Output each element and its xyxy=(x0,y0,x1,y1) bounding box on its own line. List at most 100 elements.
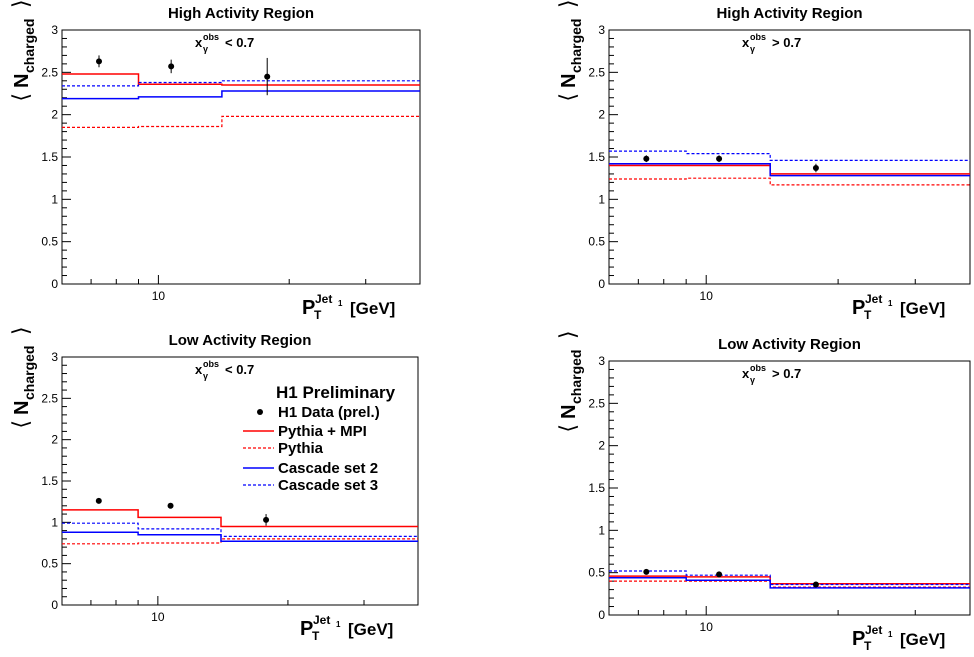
data-point xyxy=(812,581,819,588)
plot-frame xyxy=(608,29,971,285)
cut-label-main: x xyxy=(195,35,203,50)
cut-label-sub: γ xyxy=(750,44,755,54)
series-cascade-set-2 xyxy=(62,531,418,543)
y-tick-label: 1 xyxy=(598,192,605,206)
y-tick-label: 0.5 xyxy=(588,235,605,249)
legend-symbol xyxy=(257,409,263,415)
cut-label-sup: obs xyxy=(750,363,766,373)
y-axis-label-close: ⟩ xyxy=(555,330,580,339)
y-tick-label: 3 xyxy=(598,354,605,368)
series-cascade-set-2 xyxy=(609,576,970,589)
y-tick-label: 2 xyxy=(51,433,58,447)
y-axis-label-sub: charged xyxy=(568,19,584,73)
y-tick-label: 1 xyxy=(598,523,605,537)
x-axis-label-supsub: 1 xyxy=(336,620,341,629)
y-axis-label-main: N xyxy=(558,74,580,88)
y-tick-label: 2.5 xyxy=(41,65,58,79)
chart-panel-3: Low Activity Region 0 0.5 1 1.5 2 2.5 3 10 PT Jet 1… xyxy=(8,326,419,643)
cut-label-sub: γ xyxy=(203,371,208,381)
series-pythia-mpi xyxy=(609,575,970,585)
y-tick-label: 3 xyxy=(598,23,605,37)
x-axis-label: PT Jet 1 [GeV] xyxy=(302,292,395,322)
x-axis-label-unit: [GeV] xyxy=(350,299,395,318)
legend-title: H1 Preliminary xyxy=(276,383,396,402)
legend-entry-label: H1 Data (prel.) xyxy=(278,404,380,421)
cut-label: x obs γ < 0.7 xyxy=(195,32,254,54)
cut-label-sup: obs xyxy=(203,359,219,369)
x-axis-label-sub: T xyxy=(314,308,322,322)
x-tick-label: 10 xyxy=(152,289,166,303)
cut-label-main: x xyxy=(195,362,203,377)
y-axis-label-close: ⟩ xyxy=(8,0,33,8)
x-axis-label-main: P xyxy=(302,297,315,319)
data-point xyxy=(643,155,650,162)
x-tick-label: 10 xyxy=(700,289,714,303)
y-axis-label-open: ⟨ xyxy=(555,424,580,433)
series-pythia xyxy=(62,115,420,128)
y-axis-label-open: ⟨ xyxy=(555,93,580,102)
x-axis-label: PT Jet 1 [GeV] xyxy=(852,292,945,322)
chart-title: Low Activity Region xyxy=(169,332,312,349)
y-tick-label: 2 xyxy=(598,439,605,453)
data-point xyxy=(812,165,819,172)
y-tick-label: 1.5 xyxy=(41,150,58,164)
series-pythia-mpi xyxy=(62,73,420,86)
chart-panel-1: High Activity Region 0 0.5 1 1.5 2 2.5 3 10 PT Jet… xyxy=(8,0,421,322)
legend-entry-label: Pythia + MPI xyxy=(278,423,367,440)
y-tick-label: 1.5 xyxy=(41,474,58,488)
x-axis-label: PT Jet 1 [GeV] xyxy=(852,623,945,653)
x-axis-label-sup: Jet xyxy=(865,623,882,637)
cut-label: x obs γ < 0.7 xyxy=(195,359,254,381)
y-axis-label-main: N xyxy=(11,74,33,88)
cut-label-sub: γ xyxy=(750,375,755,385)
y-axis-label-sub: charged xyxy=(21,346,37,400)
y-tick-label: 0 xyxy=(51,277,58,291)
y-tick-label: 0.5 xyxy=(41,557,58,571)
data-point xyxy=(168,63,175,70)
cut-label-sup: obs xyxy=(203,32,219,42)
x-axis-label-supsub: 1 xyxy=(338,299,343,308)
series-cascade-set-2 xyxy=(609,163,970,177)
cut-label-rel: > 0.7 xyxy=(772,366,801,381)
y-tick-label: 1.5 xyxy=(588,481,605,495)
chart-title: High Activity Region xyxy=(168,5,314,22)
x-axis-label-unit: [GeV] xyxy=(900,299,945,318)
chart-title: High Activity Region xyxy=(716,5,862,22)
legend-marker xyxy=(257,409,263,415)
y-tick-label: 2.5 xyxy=(41,391,58,405)
legend-entry-label: Pythia xyxy=(278,440,324,457)
plot-frame xyxy=(61,29,421,285)
y-axis-label-close: ⟩ xyxy=(555,0,580,8)
x-axis-label-unit: [GeV] xyxy=(348,620,393,639)
x-axis-label-main: P xyxy=(300,618,313,640)
data-point xyxy=(96,58,103,65)
x-axis-label-supsub: 1 xyxy=(888,299,893,308)
series-pythia xyxy=(62,538,418,545)
y-tick-label: 2 xyxy=(51,108,58,122)
x-axis-label-unit: [GeV] xyxy=(900,630,945,649)
x-axis-label-sup: Jet xyxy=(865,292,882,306)
x-axis-label-main: P xyxy=(852,628,865,650)
y-tick-label: 0 xyxy=(598,277,605,291)
x-axis-label-sub: T xyxy=(864,639,872,652)
legend-entry-label: Cascade set 2 xyxy=(278,460,378,477)
x-axis-label-sub: T xyxy=(864,308,872,322)
data-point xyxy=(716,155,723,162)
data-point xyxy=(643,568,650,575)
x-axis-label-sup: Jet xyxy=(313,613,330,627)
cut-label-rel: > 0.7 xyxy=(772,35,801,50)
x-axis-label-supsub: 1 xyxy=(888,630,893,639)
x-axis-label-main: P xyxy=(852,297,865,319)
legend-entry-label: Cascade set 3 xyxy=(278,477,378,494)
series-cascade-set-3 xyxy=(62,522,418,537)
y-tick-label: 0.5 xyxy=(41,235,58,249)
legend: H1 Preliminary H1 Data (prel.) Pythia + MP… xyxy=(243,383,396,494)
data-point xyxy=(264,73,271,80)
cut-label-sup: obs xyxy=(750,32,766,42)
chart-title: Low Activity Region xyxy=(718,336,861,353)
